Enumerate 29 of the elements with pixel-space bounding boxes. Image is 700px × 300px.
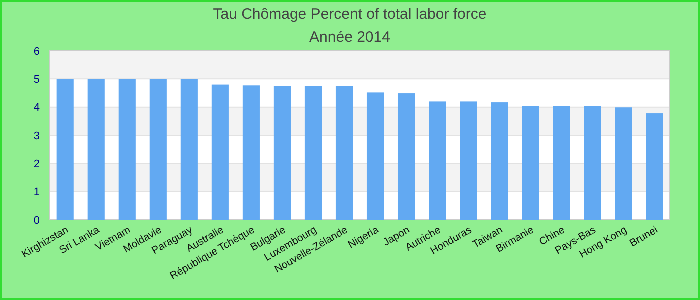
bar [180, 79, 198, 220]
bar [615, 108, 632, 220]
bar [429, 102, 446, 220]
bar [304, 86, 322, 220]
bar [398, 94, 416, 220]
y-tick-label: 6 [34, 46, 40, 58]
y-tick-label: 3 [34, 130, 40, 142]
bar [336, 86, 354, 220]
chart-subtitle: Année 2014 [310, 29, 390, 46]
y-tick-label: 2 [34, 158, 40, 171]
y-tick-label: 4 [34, 102, 40, 114]
bar [274, 86, 291, 220]
bar [56, 79, 74, 220]
bar [242, 86, 260, 220]
bar [491, 102, 508, 220]
bar [522, 106, 540, 220]
bar [646, 114, 664, 220]
bar [584, 106, 602, 220]
bar [88, 79, 105, 220]
chart-title: Tau Chômage Percent of total labor force [213, 6, 487, 23]
y-tick-label: 0 [34, 214, 40, 227]
bar [366, 92, 384, 220]
bar [212, 84, 229, 220]
bar [460, 102, 478, 220]
bar [150, 79, 167, 220]
bar [118, 79, 136, 220]
y-tick-label: 5 [34, 74, 40, 86]
y-tick-label: 1 [34, 186, 40, 199]
bar [553, 106, 570, 220]
